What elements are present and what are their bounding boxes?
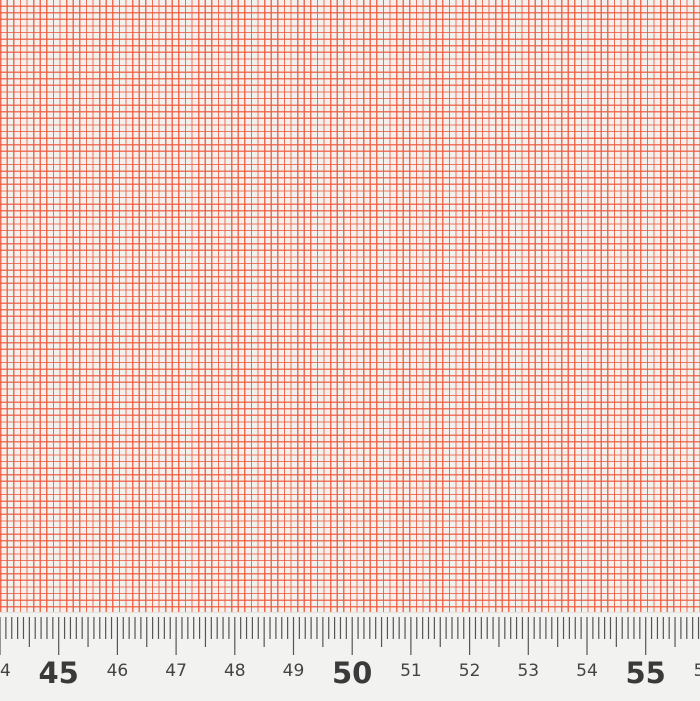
ruler-label: 51: [400, 661, 422, 681]
ruler-label: 46: [106, 661, 129, 681]
measuring-ruler: 44 45 46 47 48 49 50 51 52 53 54 55 56: [0, 612, 700, 701]
ruler-label: 52: [458, 661, 481, 681]
ruler-label: 50: [332, 656, 373, 690]
ruler-label: 45: [38, 656, 79, 690]
ruler-label: 55: [625, 656, 666, 690]
ruler-label: 48: [223, 661, 246, 681]
checked-fabric: [0, 0, 700, 614]
ruler-label: 53: [517, 661, 540, 681]
ruler-label: 54: [576, 661, 598, 681]
ruler-label: 47: [165, 661, 187, 681]
ruler-label: 49: [282, 661, 305, 681]
ruler-label: 44: [0, 661, 11, 681]
ruler-ticks: [0, 617, 700, 655]
ruler-label: 56: [693, 661, 700, 681]
